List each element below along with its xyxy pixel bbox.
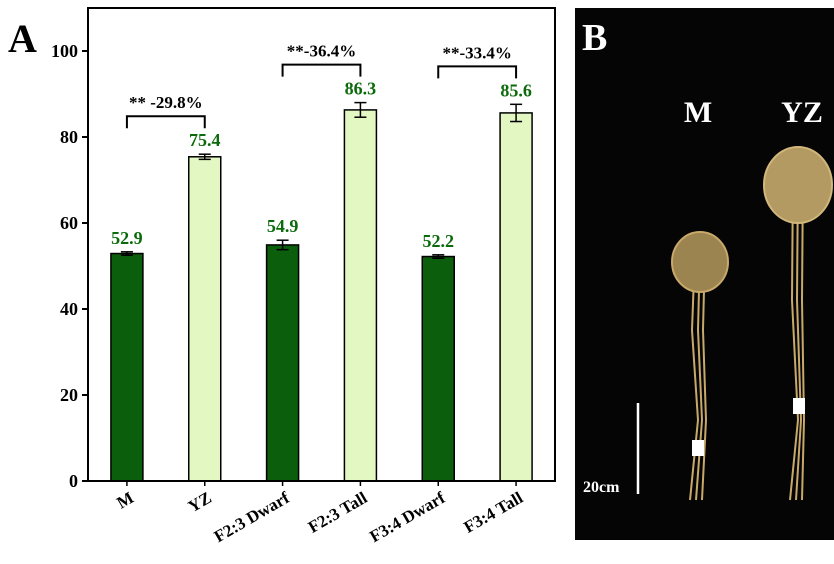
plot-frame <box>88 8 555 481</box>
x-tick-label: F2:3 Tall <box>305 488 371 537</box>
y-tick-label: 60 <box>60 213 78 233</box>
bar <box>189 157 221 481</box>
y-tick-label: 0 <box>69 471 78 491</box>
y-tick-label: 80 <box>60 127 78 147</box>
x-tick-label: F3:4 Dwarf <box>366 488 448 546</box>
significance-bracket <box>127 116 205 128</box>
panel-label: B <box>582 17 607 59</box>
tag <box>793 398 805 414</box>
value-label: 54.9 <box>267 216 299 236</box>
figure: A B M YZ 20cm 0 20 40 60 80 100 M 52.9 YZ 75.4 F2:… <box>0 0 834 564</box>
photo-label: YZ <box>781 96 823 129</box>
bar <box>267 245 299 481</box>
value-label: 52.2 <box>423 231 455 251</box>
bar <box>344 110 376 481</box>
x-tick-label: F3:4 Tall <box>461 488 527 537</box>
significance-bracket <box>438 66 516 78</box>
value-label: 85.6 <box>500 80 532 100</box>
bar <box>111 254 143 481</box>
x-tick-label: M <box>114 488 137 512</box>
bar <box>422 257 454 481</box>
scale-label: 20cm <box>583 479 620 496</box>
tag <box>692 440 704 456</box>
annotation: **-36.4% <box>287 42 356 61</box>
y-tick-label: 20 <box>60 385 78 405</box>
significance-bracket <box>283 65 361 77</box>
value-label: 52.9 <box>111 228 143 248</box>
annotation: ** -29.8% <box>129 93 203 112</box>
y-tick-label: 40 <box>60 299 78 319</box>
photo-label: M <box>684 96 712 129</box>
y-tick-label: 100 <box>51 41 78 61</box>
value-label: 75.4 <box>189 130 221 150</box>
annotation: **-33.4% <box>442 43 511 62</box>
value-label: 86.3 <box>345 79 377 99</box>
photo-panel: B M YZ 20cm <box>575 8 834 540</box>
x-tick-label: YZ <box>185 488 215 516</box>
x-tick-label: F2:3 Dwarf <box>211 488 293 546</box>
panel-label: A <box>8 16 37 61</box>
bar <box>500 113 532 481</box>
